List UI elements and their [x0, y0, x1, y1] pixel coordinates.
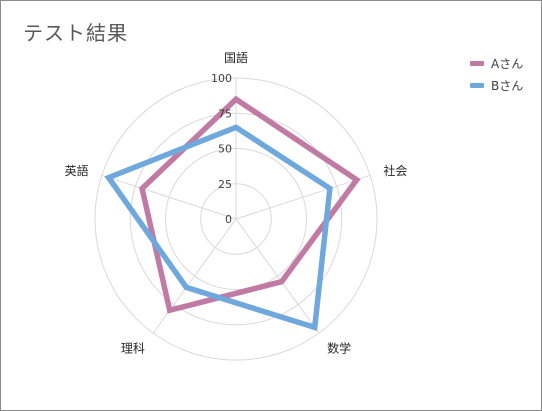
legend-label-b: Bさん: [491, 78, 524, 93]
series-line-b: [104, 124, 333, 332]
grid-spoke-4: [152, 218, 237, 334]
category-label-3: 数学: [327, 340, 351, 355]
legend: Aさん Bさん: [470, 52, 523, 96]
tick-label-50: 50: [218, 143, 232, 156]
tick-label-0: 0: [225, 213, 232, 226]
grid-spoke-3: [235, 218, 320, 334]
tick-label-75: 75: [218, 107, 232, 120]
grid-spoke-2: [235, 174, 371, 220]
legend-label-a: Aさん: [491, 56, 524, 71]
series-line-a: [139, 95, 361, 314]
chart-title: テスト結果: [23, 21, 128, 45]
category-label-4: 理科: [121, 341, 145, 355]
tick-label-25: 25: [218, 178, 232, 191]
legend-swatch-a: [470, 60, 484, 66]
legend-item-b[interactable]: Bさん: [470, 74, 523, 96]
category-label-1: 国語: [224, 50, 248, 65]
legend-item-a[interactable]: Aさん: [470, 52, 523, 74]
category-label-2: 社会: [383, 163, 407, 178]
grid-spoke-5: [101, 174, 237, 220]
category-label-5: 英語: [65, 163, 89, 178]
legend-swatch-b: [470, 82, 484, 88]
tick-label-100: 100: [211, 72, 232, 85]
